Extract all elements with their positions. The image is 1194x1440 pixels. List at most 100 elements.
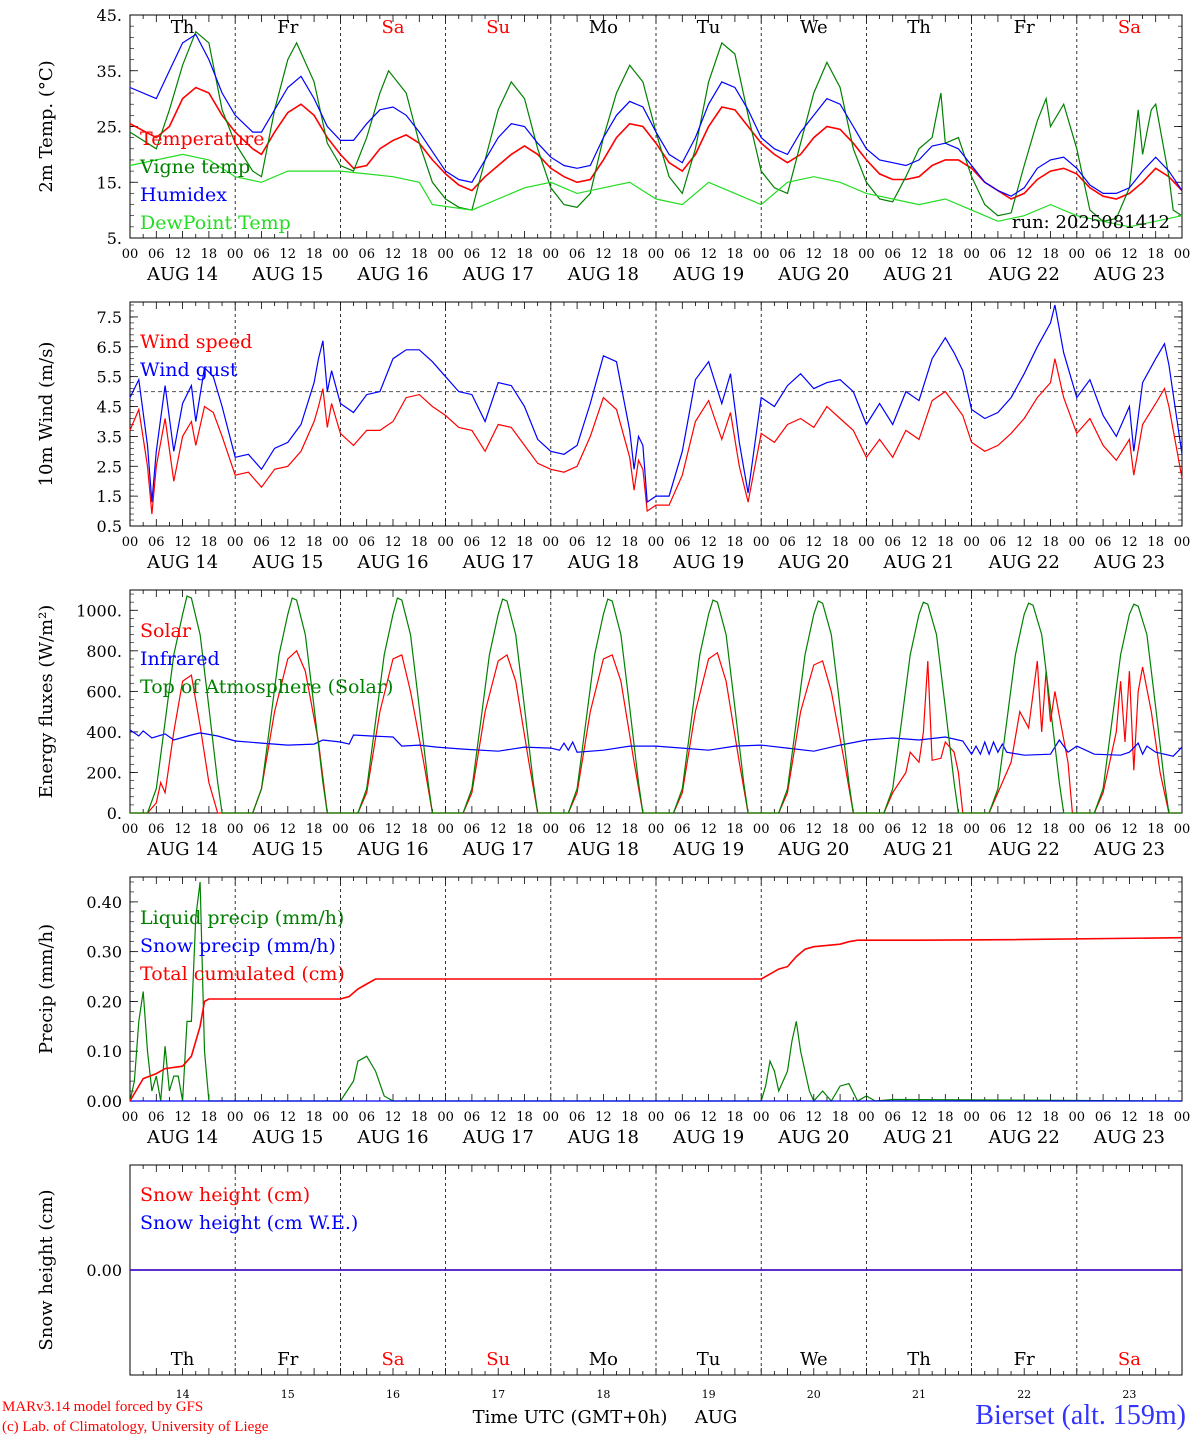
day-label: Fr <box>277 1349 298 1370</box>
hour-label: 06 <box>253 247 270 262</box>
hour-label: 12 <box>1016 822 1033 837</box>
date-label: AUG 22 <box>988 1127 1060 1148</box>
hour-label: 18 <box>516 1110 533 1125</box>
legend-entry: DewPoint Temp <box>140 212 291 234</box>
date-label: AUG 20 <box>777 1127 849 1148</box>
day-label: Th <box>171 17 195 38</box>
hour-label: 12 <box>911 822 928 837</box>
hour-label: 18 <box>1147 822 1164 837</box>
hour-label: 12 <box>385 535 402 550</box>
hour-label: 00 <box>858 247 875 262</box>
station-label: Bierset (alt. 159m) <box>975 1400 1186 1431</box>
hour-label: 00 <box>963 822 980 837</box>
hour-label: 18 <box>1042 822 1059 837</box>
hour-label: 12 <box>595 535 612 550</box>
hour-label: 18 <box>832 247 849 262</box>
hour-label: 18 <box>621 535 638 550</box>
hour-label: 18 <box>621 822 638 837</box>
hour-label: 06 <box>253 535 270 550</box>
date-label: AUG 14 <box>146 264 218 285</box>
hour-label: 12 <box>385 247 402 262</box>
hour-label: 06 <box>674 535 691 550</box>
day-number: 17 <box>491 1388 505 1401</box>
series-line-temperature <box>129 86 1183 200</box>
plot-frame <box>129 301 1183 527</box>
hour-label: 00 <box>753 822 770 837</box>
hour-label: 06 <box>358 1110 375 1125</box>
hour-label: 12 <box>280 535 297 550</box>
legend-entry: Infrared <box>140 648 220 670</box>
date-label: AUG 19 <box>672 839 744 860</box>
hour-label: 06 <box>464 247 481 262</box>
y-tick-label: 600. <box>86 682 122 701</box>
hour-label: 12 <box>280 247 297 262</box>
hour-label: 06 <box>674 822 691 837</box>
hour-label: 06 <box>148 822 165 837</box>
date-label: AUG 22 <box>988 264 1060 285</box>
plot-frame <box>129 14 1183 239</box>
hour-label: 06 <box>569 247 586 262</box>
hour-label: 18 <box>1147 247 1164 262</box>
date-label: AUG 16 <box>356 839 428 860</box>
date-label: AUG 16 <box>356 1127 428 1148</box>
hour-label: 00 <box>543 1110 560 1125</box>
day-label: Th <box>907 17 931 38</box>
hour-label: 12 <box>174 535 191 550</box>
y-tick-label: 0.00 <box>86 1261 122 1280</box>
hour-label: 06 <box>990 822 1007 837</box>
day-label: We <box>800 1349 828 1370</box>
day-number: 21 <box>912 1388 926 1401</box>
series-line-total-cumulated-cm <box>129 936 1183 1102</box>
date-label: AUG 23 <box>1093 1127 1165 1148</box>
hour-label: 18 <box>201 1110 218 1125</box>
hour-label: 00 <box>753 535 770 550</box>
date-label: AUG 14 <box>146 839 218 860</box>
hour-label: 00 <box>437 1110 454 1125</box>
day-label: Mo <box>589 1349 618 1370</box>
hour-label: 06 <box>358 247 375 262</box>
y-tick-label: 5.5 <box>97 368 122 387</box>
y-tick-label: 1000. <box>76 601 122 620</box>
date-label: AUG 21 <box>882 1127 954 1148</box>
hour-label: 12 <box>911 1110 928 1125</box>
hour-label: 00 <box>963 1110 980 1125</box>
hour-label: 18 <box>201 535 218 550</box>
hour-label: 00 <box>332 247 349 262</box>
y-tick-label: 35. <box>97 62 122 81</box>
hour-label: 00 <box>437 535 454 550</box>
hour-label: 06 <box>884 535 901 550</box>
hour-label: 06 <box>358 535 375 550</box>
date-label: AUG 20 <box>777 552 849 573</box>
y-tick-label: 200. <box>86 763 122 782</box>
legend-entry: Solar <box>140 620 192 642</box>
hour-label: 18 <box>727 822 744 837</box>
hour-label: 00 <box>122 247 139 262</box>
credit-lab: (c) Lab. of Climatology, University of L… <box>2 1419 269 1435</box>
hour-label: 06 <box>569 822 586 837</box>
date-label: AUG 14 <box>146 1127 218 1148</box>
hour-label: 06 <box>569 535 586 550</box>
hour-label: 18 <box>411 1110 428 1125</box>
y-tick-label: 3.5 <box>97 427 122 446</box>
legend-entry: Humidex <box>140 184 227 206</box>
date-label: AUG 20 <box>777 839 849 860</box>
date-label: AUG 18 <box>567 552 639 573</box>
date-label: AUG 19 <box>672 264 744 285</box>
hour-label: 12 <box>490 822 507 837</box>
date-label: AUG 19 <box>672 552 744 573</box>
day-label: Sa <box>1118 1349 1141 1370</box>
hour-label: 00 <box>1069 822 1086 837</box>
day-number: 19 <box>702 1388 716 1401</box>
x-axis-month: AUG <box>694 1407 738 1428</box>
day-number: 23 <box>1122 1388 1136 1401</box>
y-tick-label: 25. <box>97 118 122 137</box>
hour-label: 18 <box>621 1110 638 1125</box>
hour-label: 12 <box>490 247 507 262</box>
date-label: AUG 16 <box>356 264 428 285</box>
date-label: AUG 20 <box>777 264 849 285</box>
y-axis-title: 2m Temp. (°C) <box>36 60 57 192</box>
hour-label: 18 <box>516 247 533 262</box>
hour-label: 12 <box>806 247 823 262</box>
legend-entry: Liquid precip (mm/h) <box>140 907 344 929</box>
hour-label: 00 <box>753 1110 770 1125</box>
